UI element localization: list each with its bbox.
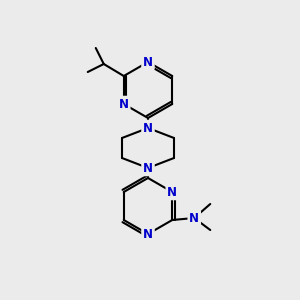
Text: N: N bbox=[119, 98, 129, 110]
Text: N: N bbox=[189, 212, 199, 224]
Text: N: N bbox=[143, 227, 153, 241]
Text: N: N bbox=[143, 161, 153, 175]
Text: N: N bbox=[143, 122, 153, 134]
Text: N: N bbox=[143, 56, 153, 68]
Text: N: N bbox=[167, 185, 177, 199]
